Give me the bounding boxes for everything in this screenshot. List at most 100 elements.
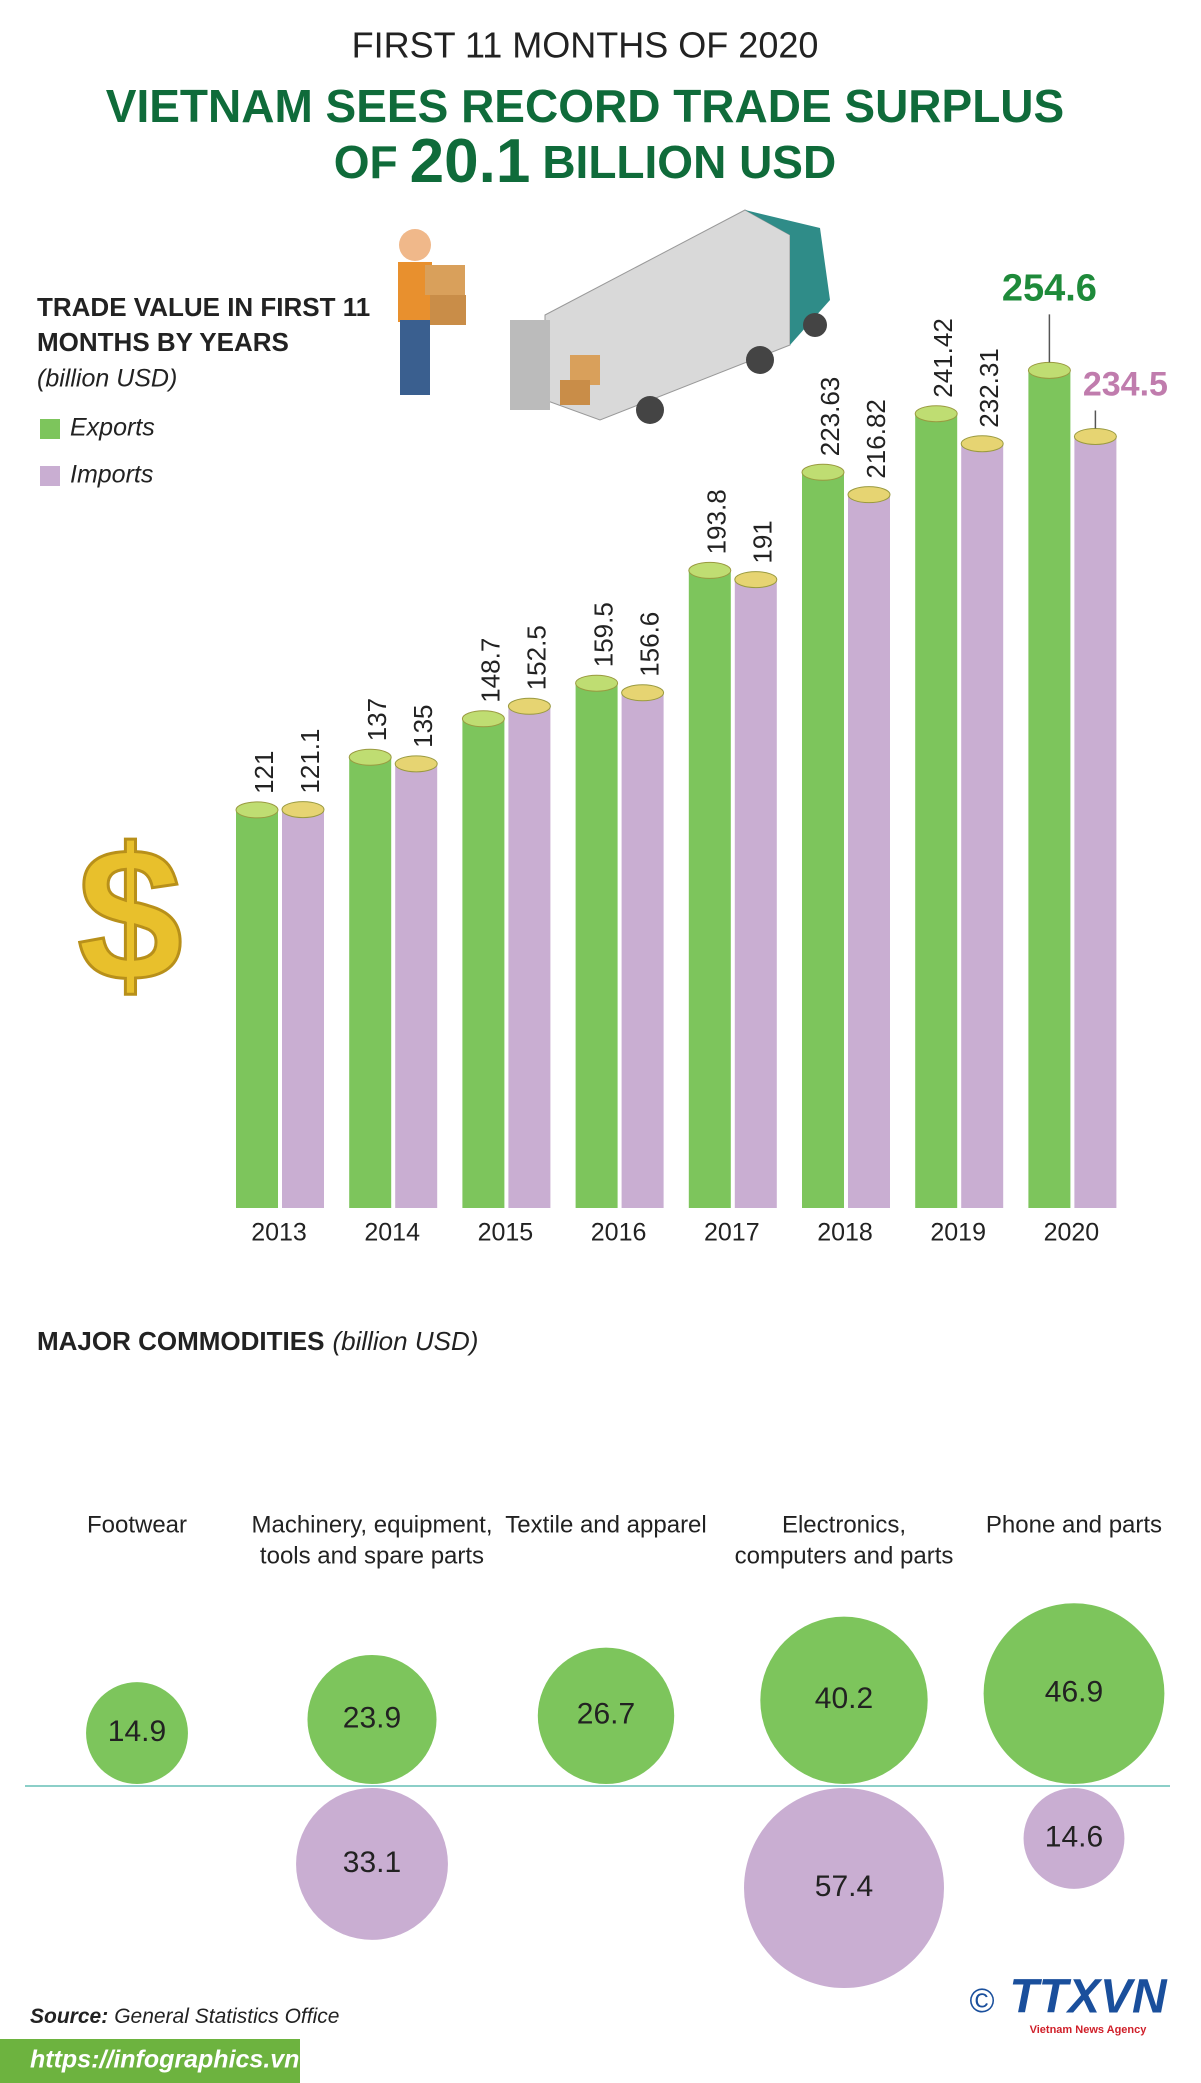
value-label: 241.42	[928, 318, 958, 398]
bar-cap	[734, 571, 778, 589]
bar	[236, 809, 278, 1208]
value-label: 234.5	[1083, 365, 1168, 403]
bar-cap	[1073, 427, 1117, 445]
value-label: 216.82	[861, 399, 891, 479]
chart-title: MAJOR COMMODITIES (billion USD)	[37, 1326, 478, 1356]
bubble	[983, 1603, 1165, 1784]
value-label: 121	[249, 751, 279, 794]
bar-cap	[621, 684, 665, 702]
value-label: 14.6	[1045, 1820, 1103, 1853]
bar	[621, 692, 664, 1208]
x-tick-label: 2019	[930, 1219, 986, 1247]
x-tick-label: 2020	[1044, 1219, 1100, 1247]
bar-cap	[507, 697, 551, 715]
x-tick-label: 2013	[251, 1219, 307, 1247]
truck-illustration	[510, 209, 830, 424]
chart-title-main: MAJOR COMMODITIES	[37, 1326, 324, 1356]
value-label: 23.9	[343, 1701, 401, 1734]
value-label: 135	[408, 704, 438, 747]
value-label: 148.7	[475, 638, 505, 703]
source-text: General Statistics Office	[114, 2005, 339, 2028]
bar	[349, 757, 392, 1208]
bar	[1074, 436, 1117, 1208]
bubble	[744, 1788, 944, 1988]
bar-cap	[960, 435, 1004, 453]
bar	[688, 570, 731, 1208]
bubble	[86, 1682, 188, 1784]
category-label: computers and parts	[735, 1542, 954, 1569]
x-tick-label: 2018	[817, 1219, 873, 1247]
url: https://infographics.vn	[30, 2046, 299, 2074]
worker-illustration	[398, 229, 466, 395]
bubble	[296, 1788, 448, 1940]
source-label: Source:	[30, 2005, 108, 2028]
title-unit: BILLION USD	[542, 136, 836, 188]
bar	[734, 579, 777, 1208]
x-tick-label: 2014	[364, 1219, 420, 1247]
value-label: 191	[748, 520, 778, 563]
value-label: 57.4	[815, 1870, 873, 1903]
bubble	[1023, 1788, 1125, 1889]
bar-cap	[801, 463, 845, 481]
dollar-icon: $	[77, 809, 183, 1021]
bar	[802, 472, 844, 1208]
source: Source: General Statistics Office	[30, 2005, 339, 2028]
legend-label: Exports	[70, 414, 155, 442]
category-label: Electronics,	[782, 1511, 906, 1538]
kicker: FIRST 11 MONTHS OF 2020	[352, 25, 819, 66]
category-label: Footwear	[87, 1511, 187, 1538]
title-of: OF	[334, 136, 398, 188]
value-label: 137	[362, 698, 392, 741]
bar-cap	[461, 710, 505, 728]
bar	[575, 683, 618, 1208]
bubble	[760, 1616, 928, 1785]
bubble	[307, 1654, 437, 1784]
bar-cap	[575, 674, 619, 692]
bar	[848, 494, 890, 1208]
legend-swatch	[40, 466, 60, 486]
bar	[282, 809, 324, 1208]
x-tick-label: 2015	[478, 1219, 534, 1247]
title-line2: OF 20.1 BILLION USD	[334, 127, 836, 196]
bar	[961, 443, 1004, 1209]
bar	[915, 413, 958, 1208]
bar-cap	[348, 748, 392, 766]
bar	[395, 763, 438, 1208]
value-label: 193.8	[702, 489, 732, 554]
chart-subtitle: (billion USD)	[37, 365, 177, 393]
bar-cap	[688, 561, 732, 579]
category-label: Phone and parts	[986, 1511, 1162, 1538]
value-label: 121.1	[295, 729, 325, 794]
value-label: 156.6	[634, 612, 664, 677]
bar-cap	[1027, 361, 1071, 379]
value-label: 223.63	[815, 377, 845, 457]
chart-title: TRADE VALUE IN FIRST 11	[37, 292, 370, 322]
value-label: 254.6	[1002, 267, 1097, 309]
value-label: 26.7	[577, 1698, 635, 1731]
value-label: 40.2	[815, 1682, 873, 1715]
chart-title: MONTHS BY YEARS	[37, 327, 289, 357]
logo-sub: Vietnam News Agency	[1030, 2024, 1148, 2036]
chart-subtitle: (billion USD)	[332, 1326, 478, 1356]
value-label: 159.5	[588, 602, 618, 667]
bar-cap	[847, 486, 891, 504]
bar	[1028, 370, 1071, 1209]
legend-swatch	[40, 419, 60, 439]
logo: TTXVN	[1009, 1971, 1168, 2024]
bar-cap	[235, 801, 279, 819]
bar-cap	[281, 801, 325, 819]
bar	[462, 718, 505, 1208]
x-tick-label: 2017	[704, 1219, 760, 1247]
bar-cap	[394, 755, 438, 773]
bubble	[537, 1647, 675, 1784]
value-label: 14.9	[108, 1715, 166, 1748]
x-tick-label: 2016	[591, 1219, 647, 1247]
category-label: Machinery, equipment,	[251, 1511, 492, 1538]
bar-cap	[914, 405, 958, 423]
category-label: Textile and apparel	[505, 1511, 706, 1538]
value-label: 152.5	[521, 625, 551, 690]
value-label: 33.1	[343, 1846, 401, 1879]
title: VIETNAM SEES RECORD TRADE SURPLUS	[106, 80, 1064, 132]
title-value: 20.1	[410, 127, 531, 196]
